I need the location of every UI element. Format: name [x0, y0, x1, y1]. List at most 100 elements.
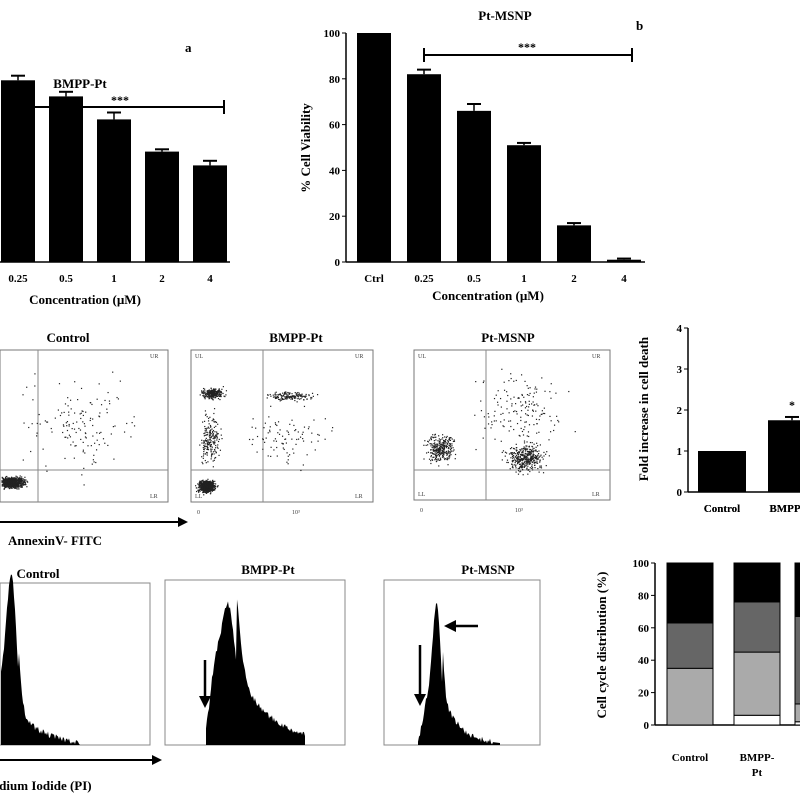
flow-dot — [214, 436, 216, 438]
flow-dot — [212, 399, 214, 401]
flow-dot — [80, 438, 82, 441]
flow-dot — [442, 444, 444, 446]
flow-dot — [283, 448, 285, 451]
flow-dot — [568, 390, 570, 393]
flow-dot — [21, 479, 23, 482]
flow-dot — [507, 394, 509, 397]
flow-dot — [251, 426, 253, 428]
flow-dot — [439, 445, 442, 447]
flow-dot — [529, 470, 531, 473]
flow-dot — [82, 410, 84, 413]
flow-dot — [526, 441, 528, 443]
flow-dot — [214, 486, 217, 488]
flow-dot — [205, 393, 208, 395]
flow-dot — [218, 389, 220, 391]
flow-dot — [483, 380, 485, 382]
flow-dot — [443, 457, 445, 459]
flow-dot — [204, 459, 206, 462]
fold-significance: * — [789, 398, 795, 412]
flow-dot — [213, 488, 216, 490]
flow-dot — [530, 458, 533, 460]
flow-dot — [82, 421, 84, 423]
flow-dot — [24, 476, 26, 478]
flow-dot — [275, 440, 278, 442]
flow-dot — [431, 443, 433, 445]
panel-b-bars: Ctrl 0.25 0.5 1 2 4 — [357, 33, 641, 285]
flow-dot — [287, 394, 289, 396]
flow-dot — [528, 451, 530, 454]
flow-dot — [517, 467, 519, 470]
flow-dot — [16, 481, 19, 484]
flow-dot — [15, 479, 17, 481]
flow-dot — [531, 461, 533, 464]
flow-dot — [500, 440, 502, 442]
flow-dot — [218, 393, 220, 395]
flow-dot — [513, 451, 515, 454]
flow-dot — [78, 427, 80, 430]
flow-dot — [214, 480, 216, 482]
flow-dot — [518, 434, 520, 437]
flow-dot — [13, 485, 15, 487]
flow-dot — [281, 396, 283, 398]
flow-dot — [520, 450, 522, 452]
flow-dot — [270, 395, 272, 397]
histogram-bmpp-pt — [206, 599, 305, 745]
flow-dot — [98, 432, 101, 434]
flow-dot — [90, 445, 92, 447]
flow-dot — [519, 456, 521, 458]
flow-dot — [282, 447, 284, 449]
flow-dot — [438, 452, 441, 454]
flow-dot — [292, 448, 294, 450]
flow-dot — [528, 403, 530, 405]
flow-dot — [202, 491, 204, 493]
flow-dot — [437, 452, 439, 454]
flow-dot — [199, 481, 202, 483]
flow-dot — [504, 455, 506, 457]
flow-dot — [214, 392, 217, 394]
flow-dot — [214, 442, 216, 444]
flow-dot — [18, 480, 20, 482]
x-tick-label: Ctrl — [364, 273, 384, 285]
flow-dot — [529, 453, 531, 455]
flow-dot — [451, 438, 453, 440]
flow-dot — [16, 480, 18, 482]
flow-dot — [293, 395, 295, 397]
flow-dot — [439, 457, 441, 459]
flow-dot — [219, 393, 221, 395]
flow-dot — [201, 461, 203, 463]
flow-dot — [276, 424, 278, 427]
flow-dot — [16, 487, 18, 489]
flow-dot — [12, 477, 14, 480]
flow-dot — [5, 480, 7, 482]
flow-dot — [200, 483, 202, 485]
flow-dot — [93, 461, 95, 463]
flow-dot — [284, 438, 286, 441]
flow-dot — [207, 443, 209, 445]
flow-dot — [526, 393, 529, 396]
flow-dot — [206, 427, 208, 429]
panel-b-title: Pt-MSNP — [478, 8, 531, 23]
flow-dot — [200, 480, 202, 483]
flow-dot — [534, 449, 537, 451]
flow-dot — [4, 485, 7, 487]
flow-dot — [17, 484, 20, 486]
flow-dot — [276, 446, 278, 449]
flow-dot — [434, 436, 436, 438]
flow-dot — [540, 454, 542, 456]
flow-dot — [219, 395, 221, 398]
flow-dot — [517, 453, 519, 455]
flow-dot — [203, 390, 205, 392]
flow-dot — [269, 393, 271, 396]
flow-dot — [539, 455, 541, 457]
flow-dots-control — [1, 371, 136, 490]
flow-dot — [203, 392, 205, 394]
flow-dot — [522, 454, 524, 456]
flow-dot — [92, 459, 94, 461]
flow-dot — [202, 463, 204, 465]
flow-dot — [280, 395, 282, 397]
flow-dot — [433, 447, 436, 449]
flow-dot — [204, 490, 206, 492]
flow-dot — [311, 392, 314, 394]
quadrant-label-lr: LR — [150, 494, 158, 500]
